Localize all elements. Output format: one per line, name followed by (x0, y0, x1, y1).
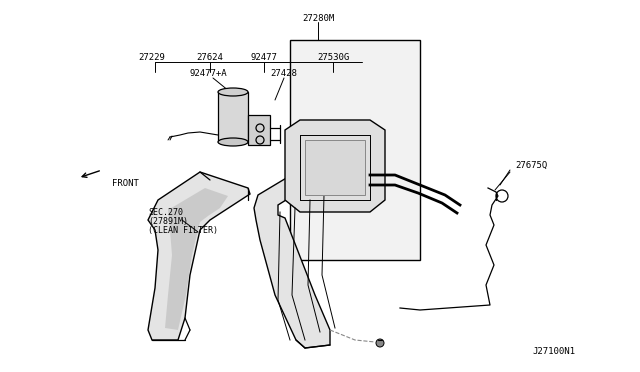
Circle shape (376, 339, 384, 347)
Text: 27530G: 27530G (317, 52, 349, 61)
Text: FRONT: FRONT (112, 179, 139, 187)
Polygon shape (305, 140, 365, 195)
Ellipse shape (218, 138, 248, 146)
Text: (CLEAN FILTER): (CLEAN FILTER) (148, 225, 218, 234)
Text: (27891M): (27891M) (148, 217, 188, 225)
Text: 92477+A: 92477+A (189, 68, 227, 77)
Text: J27100N1: J27100N1 (532, 347, 575, 356)
Ellipse shape (218, 88, 248, 96)
Polygon shape (248, 115, 270, 145)
Text: 27229: 27229 (139, 52, 165, 61)
Polygon shape (148, 172, 250, 340)
Text: 27675Q: 27675Q (515, 160, 547, 170)
Polygon shape (290, 40, 420, 260)
Polygon shape (165, 188, 228, 330)
Polygon shape (254, 165, 368, 348)
Polygon shape (285, 120, 385, 212)
Polygon shape (218, 92, 248, 142)
Text: 92477: 92477 (251, 52, 277, 61)
Text: 27280M: 27280M (302, 13, 334, 22)
Text: SEC.270: SEC.270 (148, 208, 183, 217)
Text: 27428: 27428 (271, 68, 298, 77)
Text: 27624: 27624 (196, 52, 223, 61)
